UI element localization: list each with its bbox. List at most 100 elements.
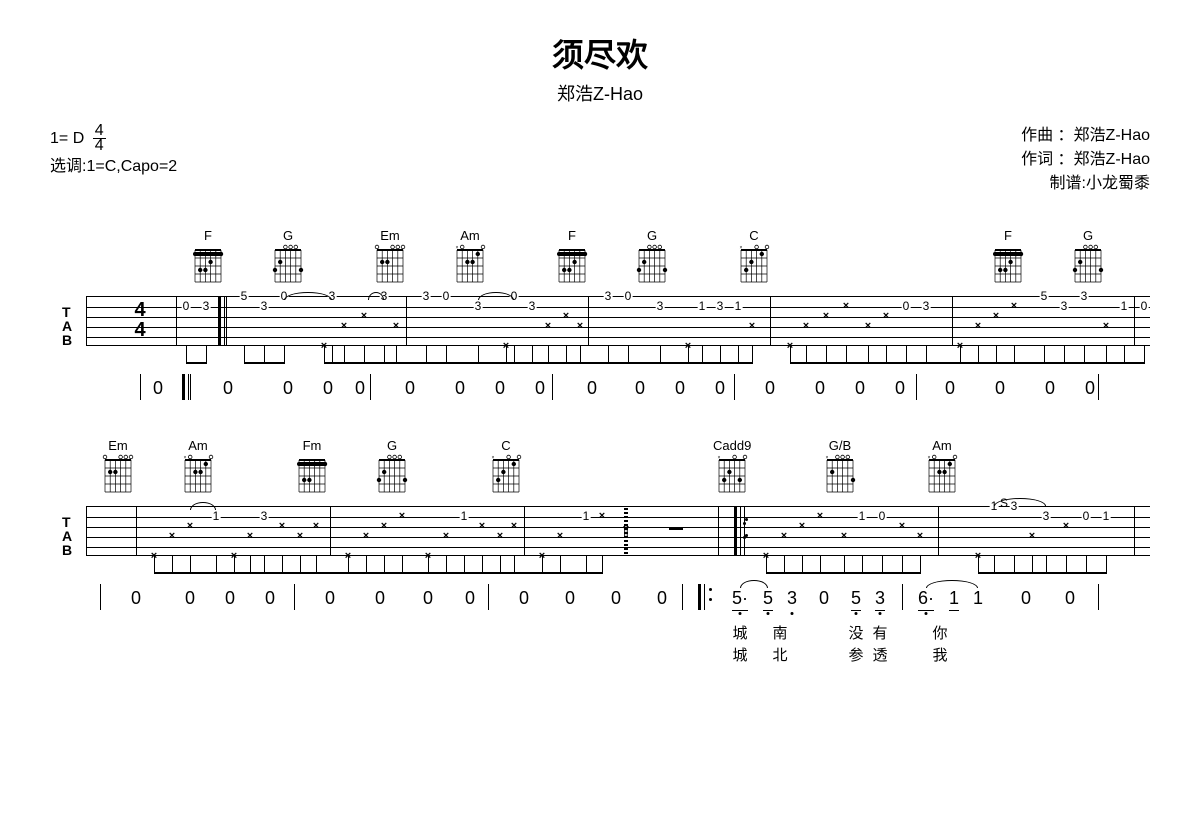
chord-Am: Am× — [453, 228, 487, 286]
mute-x: × — [279, 520, 285, 532]
mute-x: × — [817, 510, 823, 522]
tab-note: 1 — [734, 300, 743, 312]
system-2: EmAm×FmGC×Cadd9×G/B×Am× TAB 13111013301×… — [50, 426, 1150, 666]
lyric: 没 — [848, 622, 863, 643]
tab-note: 1 — [858, 510, 867, 522]
tab-note: 1 — [582, 510, 591, 522]
mute-x: × — [917, 530, 923, 542]
tab-note: 3 — [1042, 510, 1051, 522]
tab-note: 1 — [460, 510, 469, 522]
tab-note: 3 — [202, 300, 211, 312]
mute-x: × — [1029, 530, 1035, 542]
tab-clef: TAB — [50, 496, 86, 576]
mute-x: × — [599, 510, 605, 522]
chord-C: C× — [737, 228, 771, 286]
numbered-notation-1: 000000000000000000000 — [50, 366, 1150, 412]
chord-G: G — [375, 438, 409, 496]
mute-x: × — [823, 310, 829, 322]
tab-note: 3 — [716, 300, 725, 312]
song-title: 须尽欢 — [50, 30, 1150, 76]
chord-Em: Em — [373, 228, 407, 286]
time-signature: 4 4 — [93, 124, 106, 154]
lyric: 透 — [872, 644, 887, 665]
mute-x: × — [479, 520, 485, 532]
chord-G/B: G/B× — [823, 438, 857, 496]
mute-x: × — [975, 320, 981, 332]
chord-F: F — [555, 228, 589, 286]
tab-note: 3 — [422, 290, 431, 302]
numbered-notation-2: 0000000000005·530536·1100 — [50, 576, 1150, 622]
tab-staff-1: 440353033303033031310353310×××××××××××××… — [86, 286, 1150, 366]
chord-G: G — [635, 228, 669, 286]
mute-x: × — [381, 520, 387, 532]
mute-x: × — [511, 520, 517, 532]
tab-clef: TAB — [50, 286, 86, 366]
chord-Em: Em — [101, 438, 135, 496]
tab-note: 0 — [1082, 510, 1091, 522]
tab-note: 0 — [1140, 300, 1149, 312]
tab-note: 3 — [260, 300, 269, 312]
mute-x: × — [749, 320, 755, 332]
mute-x: × — [545, 320, 551, 332]
tab-note: 5 — [240, 290, 249, 302]
composer-credit: 作曲 ：郑浩Z-Hao — [1021, 124, 1150, 148]
svg-text:×: × — [740, 245, 743, 251]
tab-note: 1 — [1102, 510, 1111, 522]
lyrics-line-2: 城北参透我 — [50, 644, 1150, 666]
lyrics-line-1: 城南没有你 — [50, 622, 1150, 644]
svg-text:×: × — [456, 245, 459, 251]
mute-x: × — [865, 320, 871, 332]
mute-x: × — [361, 310, 367, 322]
svg-text:×: × — [718, 455, 721, 461]
lyric: 有 — [872, 622, 887, 643]
chord-G: G — [1071, 228, 1105, 286]
mute-x: × — [563, 310, 569, 322]
lyric: 城 — [732, 644, 747, 665]
tab-note: 0 — [442, 290, 451, 302]
artist-name: 郑浩Z-Hao — [50, 80, 1150, 106]
svg-text:×: × — [826, 455, 829, 461]
chord-C: C× — [489, 438, 523, 496]
mute-x: × — [497, 530, 503, 542]
chord-Am: Am× — [181, 438, 215, 496]
chord-Fm: Fm — [295, 438, 329, 496]
mute-x: × — [399, 510, 405, 522]
lyric: 我 — [932, 644, 947, 665]
tab-note: 0 — [878, 510, 887, 522]
mute-x: × — [557, 530, 563, 542]
svg-text:×: × — [492, 455, 495, 461]
tab-staff-2: 13111013301×××××××××××××××××××××××××××××… — [86, 496, 1150, 576]
mute-x: × — [187, 520, 193, 532]
chord-Cadd9: Cadd9× — [713, 438, 751, 496]
mute-x: × — [1011, 300, 1017, 312]
tab-note: 3 — [260, 510, 269, 522]
mute-x: × — [363, 530, 369, 542]
mute-x: × — [899, 520, 905, 532]
mute-x: × — [169, 530, 175, 542]
tab-note: 3 — [528, 300, 537, 312]
tab-note: 1 — [212, 510, 221, 522]
tab-note: 3 — [1060, 300, 1069, 312]
tab-note: 3 — [1080, 290, 1089, 302]
tab-note: 3 — [656, 300, 665, 312]
tab-credit: 制谱:小龙蜀黍 — [1021, 172, 1150, 196]
tab-note: 1 — [698, 300, 707, 312]
system-1: FGEmAm×FGC×FG TAB 4403530333030330313103… — [50, 216, 1150, 412]
tab-note: 0 — [182, 300, 191, 312]
chord-G: G — [271, 228, 305, 286]
chord-F: F — [191, 228, 225, 286]
mute-x: × — [577, 320, 583, 332]
mute-x: × — [393, 320, 399, 332]
chord-Am: Am× — [925, 438, 959, 496]
mute-x: × — [341, 320, 347, 332]
key-label: 1= D — [50, 130, 84, 147]
mute-x: × — [799, 520, 805, 532]
tuning-label: 选调:1=C,Capo=2 — [50, 154, 177, 180]
mute-x: × — [297, 530, 303, 542]
lyric: 城 — [732, 622, 747, 643]
tab-note: 1 — [1120, 300, 1129, 312]
tab-note: 3 — [604, 290, 613, 302]
mute-x: × — [1103, 320, 1109, 332]
tab-note: 5 — [1040, 290, 1049, 302]
mute-x: × — [883, 310, 889, 322]
